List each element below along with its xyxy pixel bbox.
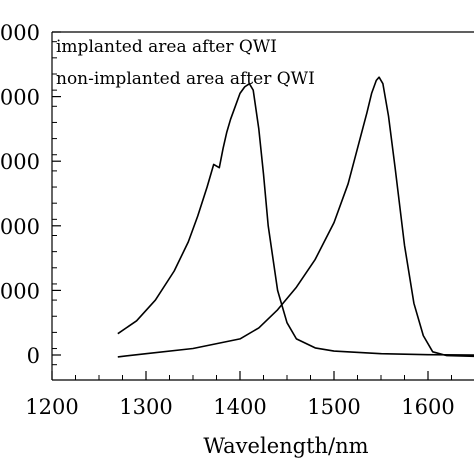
y-tick-label: 000 — [0, 86, 40, 110]
y-tick-label: 000 — [0, 21, 40, 45]
x-axis-ticks: 1200 1300 1400 1500 1600 — [25, 371, 455, 419]
series-layer — [117, 76, 474, 358]
x-tick-label: 1200 — [25, 395, 78, 419]
y-tick-label: 000 — [0, 150, 40, 174]
series-line-1 — [117, 82, 474, 356]
x-tick-label: 1500 — [307, 395, 360, 419]
series-line-2 — [117, 76, 474, 358]
y-tick-label: 000 — [0, 215, 40, 239]
x-tick-label: 1300 — [119, 395, 172, 419]
x-tick-label: 1400 — [213, 395, 266, 419]
x-tick-label: 1600 — [401, 395, 454, 419]
y-tick-label: 000 — [0, 279, 40, 303]
legend-entry-1: implanted area after QWI — [56, 37, 277, 57]
x-axis-label: Wavelength/nm — [203, 434, 368, 458]
legend-entry-2: non-implanted area after QWI — [56, 69, 315, 89]
y-tick-label: 0 — [27, 344, 40, 368]
